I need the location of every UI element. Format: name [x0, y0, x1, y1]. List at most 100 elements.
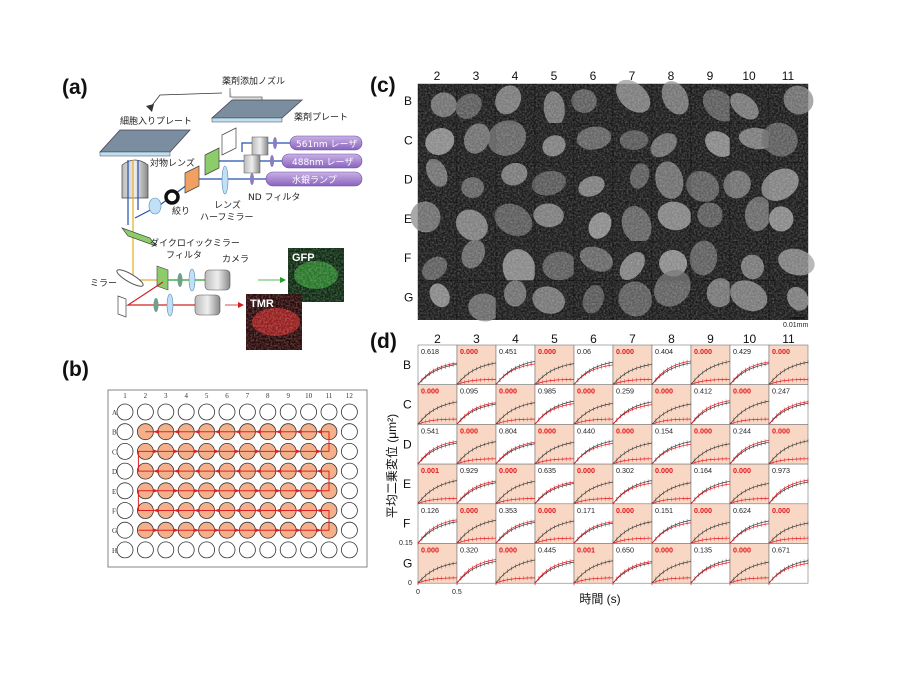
p-value: 0.000: [538, 506, 556, 515]
red-beam: [125, 281, 205, 306]
p-value: 0.164: [694, 466, 712, 475]
cell-image-tile: [495, 162, 536, 203]
p-value: 0.000: [577, 387, 595, 396]
nozzle-label: 薬剤添加ノズル: [222, 75, 285, 87]
cell-image-tile: [686, 162, 731, 203]
cell-image-tile: [417, 158, 458, 203]
cell-image-tile: [571, 83, 614, 124]
msd-subplot: 0.135: [690, 543, 731, 586]
control-curve: [768, 522, 809, 544]
msd-subplot: 0.445: [534, 543, 575, 586]
gfp-label: GFP: [292, 252, 315, 264]
image-row-label: D: [404, 173, 413, 187]
p-value: 0.000: [655, 387, 673, 396]
cell-image-grid: 2 3 4 5 6 7 8 9 10 11 B C D E F G: [404, 69, 815, 322]
plate-column-label: 12: [346, 392, 354, 400]
plate-row-label: E: [112, 488, 116, 496]
p-value: 0.000: [421, 387, 439, 396]
control-curve: [417, 480, 458, 505]
scan-arrow-icon: [152, 488, 159, 493]
control-curve: [495, 559, 536, 584]
msd-subplot: 0.000: [612, 503, 653, 546]
treated-curve: [651, 522, 692, 544]
msd-subplot: 0.985: [534, 384, 575, 427]
cell-image-tile: [768, 280, 809, 320]
cell-image-tile: [573, 240, 614, 281]
p-value: 0.353: [499, 506, 517, 515]
control-curve: [690, 443, 731, 465]
panel-label-b: (b): [62, 358, 89, 381]
dichroic-label: ダイクロイックミラー: [150, 237, 240, 249]
plate-edge-icon: [211, 117, 283, 123]
plate-column-label: 7: [246, 392, 250, 400]
cell-image-tile: [690, 278, 734, 320]
treated-curve: [729, 418, 769, 425]
msd-subplot: 0.000: [456, 503, 497, 546]
cell-image-tile: [456, 162, 497, 203]
filter-icon: [153, 298, 159, 312]
control-curve: [456, 362, 497, 385]
p-value: 0.095: [460, 387, 478, 396]
p-value: 0.000: [499, 466, 517, 475]
treated-curve: [690, 400, 731, 425]
scan-arrow-icon: [173, 508, 180, 513]
p-value: 0.429: [733, 347, 751, 356]
arrowhead-icon: [146, 104, 154, 112]
treated-curve: [573, 418, 613, 425]
well: [116, 462, 134, 480]
plate-column-label: 8: [266, 392, 270, 400]
plot-row-label: B: [403, 358, 411, 372]
p-value: 0.929: [460, 466, 478, 475]
p-value: 0.000: [694, 506, 712, 515]
msd-subplot: 0.000: [417, 384, 458, 427]
scan-arrow-icon: [214, 429, 220, 434]
msd-subplot: 0.429: [729, 344, 770, 387]
image-row-label: E: [404, 212, 412, 226]
msd-subplot: 0.000: [690, 424, 731, 467]
half-mirror-label: ハーフミラー: [200, 212, 253, 223]
msd-subplot: 0.000: [651, 543, 692, 586]
well: [259, 541, 277, 559]
scan-arrow-icon: [316, 469, 322, 474]
treated-curve: [534, 403, 575, 425]
cell-plate-label: 細胞入りプレート: [120, 115, 192, 127]
scan-arrow-icon: [254, 469, 261, 474]
scale-bar-label: 0.01mm: [783, 322, 808, 329]
image-column-label: 8: [668, 69, 675, 83]
msd-subplot: 0.302: [612, 463, 653, 506]
p-value: 0.000: [655, 546, 673, 555]
cell-image-tile: [768, 83, 814, 124]
cell-image-tile: [495, 83, 536, 124]
well: [198, 403, 216, 421]
msd-subplot: 0.000: [456, 344, 497, 387]
emission-filter-dichroic-icon: [156, 265, 169, 291]
cell-image-tile: [573, 162, 614, 203]
scan-arrow-icon: [193, 429, 200, 434]
cell-image-tile: [417, 83, 458, 124]
control-curve: [690, 361, 731, 385]
msd-subplot: 0.635: [534, 463, 575, 506]
treated-curve: [768, 479, 809, 505]
p-value: 0.320: [460, 546, 478, 555]
cell-image-tile: [690, 83, 736, 124]
p-value: 0.000: [616, 426, 634, 435]
treated-curve: [573, 443, 614, 465]
cell-image-tile: [531, 162, 575, 203]
msd-subplot: 0.353: [495, 503, 536, 546]
treated-curve: [534, 537, 574, 544]
scan-arrow-icon: [295, 429, 302, 434]
msd-subplot: 0.000: [729, 384, 770, 427]
p-value: 0.000: [733, 546, 751, 555]
msd-subplot: 0.001: [573, 543, 614, 586]
lens-icon: [221, 165, 229, 195]
image-column-label: 11: [782, 69, 795, 83]
msd-subplot: 0.000: [729, 463, 770, 506]
plot-row-label: C: [403, 398, 412, 412]
plate-column-label: 1: [123, 392, 127, 400]
p-value: 0.135: [694, 546, 712, 555]
p-value: 0.151: [655, 506, 673, 515]
lens-icon: [148, 197, 162, 215]
plot-row-label: D: [403, 437, 412, 451]
microscope-diagram: 薬剤添加ノズル 細胞入りプレート 薬剤プレート 561nm レーザ 488nm …: [90, 75, 363, 350]
msd-plot-grid: 2 3 4 5 6 7 8 9 10 11 B 0.618 0.000 0.451 0.000 0.06 0.0…: [403, 332, 809, 586]
